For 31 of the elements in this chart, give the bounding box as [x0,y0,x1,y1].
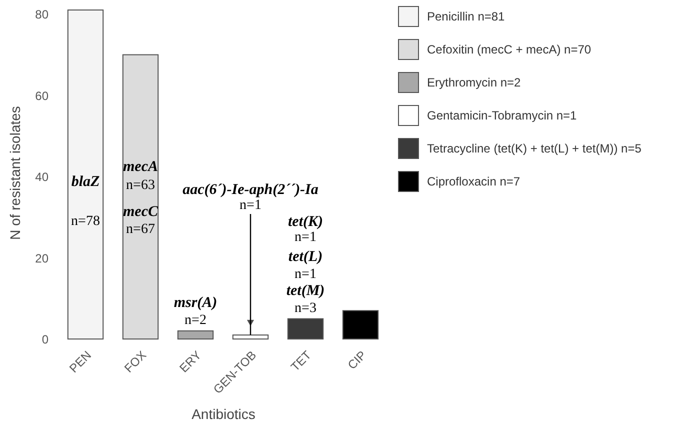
legend-label: Penicillin n=81 [427,10,506,24]
y-tick-label: 20 [35,251,49,266]
annotation: blaZ [71,174,100,190]
legend-label: Erythromycin n=2 [427,76,522,90]
x-tick-label: CIP [344,348,369,372]
annotation: n=63 [126,178,155,193]
legend-label: Ciprofloxacin n=7 [427,174,520,188]
annotation: aac(6´)-Ie-aph(2´´)-Ia [182,182,319,198]
y-axis-title: N of resistant isolates [7,106,24,240]
annotation: tet(L) [288,249,323,265]
x-tick-label: TET [288,348,314,374]
annotation: tet(K) [288,214,323,230]
annotation: n=1 [294,230,316,245]
y-tick-label: 40 [35,170,49,184]
y-tick-label: 60 [35,88,49,103]
annotation: mecA [123,159,158,175]
annotation: n=67 [126,222,155,237]
annotation: mecC [123,204,159,220]
y-tick-label: 80 [35,8,49,22]
x-axis-title: Antibiotics [192,406,256,422]
annotation: tet(M) [286,283,325,299]
annotation: n=1 [240,198,262,213]
legend-label: Tetracycline (tet(K) + tet(L) + tet(M)) n=5 [427,142,642,156]
annotation: n=78 [71,214,100,229]
annotation: msr(A) [174,295,218,311]
legend-label: Gentamicin-Tobramycin n=1 [427,108,578,122]
y-tick-label: 0 [42,332,49,346]
annotation: n=1 [294,267,316,282]
legend-label: Cefoxitin (mecC + mecA) n=70 [427,42,592,56]
annotation: n=2 [184,313,206,328]
annotation: n=3 [294,301,316,316]
